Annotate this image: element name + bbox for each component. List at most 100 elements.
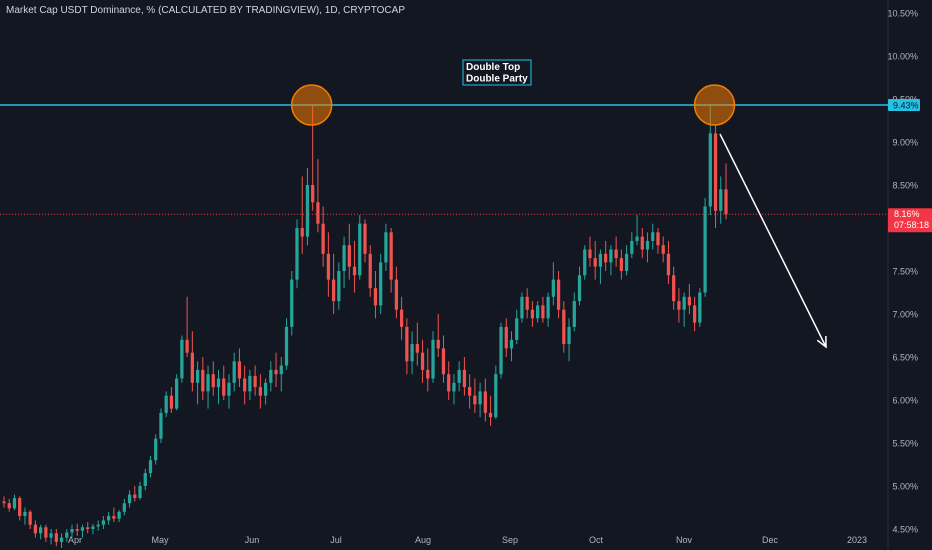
candle-body bbox=[708, 133, 712, 207]
candle-body bbox=[7, 503, 11, 509]
candle-body bbox=[143, 473, 147, 486]
price-axis: 10.50%10.00%9.50%9.00%8.50%8.00%7.50%7.0… bbox=[887, 0, 918, 550]
candle-body bbox=[703, 206, 707, 293]
candle-body bbox=[645, 240, 650, 250]
candle-body bbox=[44, 527, 48, 538]
candle-body bbox=[698, 292, 702, 323]
candle-body bbox=[436, 339, 440, 349]
candle-body bbox=[222, 378, 226, 396]
candle-body bbox=[682, 296, 686, 310]
candle-body bbox=[719, 189, 723, 211]
candle-body bbox=[384, 232, 388, 263]
candle-body bbox=[473, 395, 477, 405]
candle-body bbox=[263, 382, 268, 396]
candle-body bbox=[86, 527, 90, 529]
candle-body bbox=[724, 189, 728, 215]
candle-body bbox=[546, 296, 550, 319]
candle-body bbox=[672, 275, 676, 302]
candle-body bbox=[468, 387, 472, 396]
candle-body bbox=[39, 527, 43, 534]
candle-body bbox=[305, 185, 310, 237]
price-tick-label: 7.00% bbox=[892, 310, 918, 320]
candle-body bbox=[347, 245, 351, 267]
candle-body bbox=[692, 305, 697, 323]
price-tick-label: 4.50% bbox=[892, 525, 918, 535]
candle-body bbox=[677, 301, 681, 310]
candle-body bbox=[400, 309, 404, 327]
current-price-tag bbox=[888, 208, 932, 233]
projection-arrowhead bbox=[816, 335, 827, 349]
candle-body bbox=[651, 232, 655, 241]
candle-body bbox=[520, 296, 524, 319]
candle-body bbox=[101, 520, 106, 525]
candle-body bbox=[457, 369, 461, 383]
candle-body bbox=[12, 498, 17, 509]
candle-body bbox=[2, 501, 6, 504]
candle-body bbox=[295, 228, 299, 280]
candle-body bbox=[342, 245, 346, 271]
candle-body bbox=[609, 249, 613, 263]
candle-body bbox=[713, 133, 718, 211]
candle-body bbox=[488, 412, 493, 418]
candle-body bbox=[551, 279, 555, 297]
current-price-label: 8.16% bbox=[894, 209, 920, 219]
candle-body bbox=[195, 369, 200, 383]
candle-body bbox=[630, 240, 634, 254]
candle-body bbox=[300, 228, 304, 237]
price-tick-label: 10.00% bbox=[887, 52, 918, 62]
candle-body bbox=[687, 296, 691, 306]
candle-body bbox=[164, 395, 168, 413]
candle-body bbox=[117, 511, 121, 519]
candle-body bbox=[175, 378, 179, 409]
price-tick-label: 5.50% bbox=[892, 439, 918, 449]
candle-body bbox=[405, 326, 409, 362]
candle-body bbox=[216, 378, 221, 388]
candle-body bbox=[33, 524, 38, 534]
projection-arrow bbox=[719, 133, 827, 348]
candle-body bbox=[321, 223, 325, 254]
candle-body bbox=[91, 526, 95, 529]
candle-body bbox=[122, 503, 126, 512]
time-tick-label: Dec bbox=[762, 535, 779, 545]
candle-body bbox=[604, 253, 608, 263]
candle-body bbox=[326, 253, 330, 280]
candle-body bbox=[138, 486, 142, 499]
candle-body bbox=[70, 529, 74, 533]
candle-body bbox=[656, 232, 660, 246]
candle-body bbox=[598, 253, 603, 267]
time-tick-label: Sep bbox=[502, 535, 518, 545]
candle-body bbox=[530, 309, 535, 319]
candle-body bbox=[154, 438, 158, 461]
candle-body bbox=[499, 326, 503, 375]
candle-body bbox=[577, 275, 582, 302]
chart-title: Market Cap USDT Dominance, % (CALCULATED… bbox=[6, 5, 405, 16]
candle-body bbox=[206, 374, 210, 392]
candle-body bbox=[232, 361, 236, 383]
candle-body bbox=[536, 305, 540, 319]
candle-body bbox=[494, 374, 498, 418]
candle-body bbox=[504, 326, 508, 349]
candle-body bbox=[352, 266, 357, 276]
candle-body bbox=[619, 258, 623, 271]
time-tick-label: Nov bbox=[676, 535, 693, 545]
candle-body bbox=[624, 253, 629, 271]
candle-body bbox=[556, 279, 561, 310]
price-tick-label: 8.50% bbox=[892, 181, 918, 191]
price-tick-label: 10.50% bbox=[887, 9, 918, 19]
time-tick-label: 2023 bbox=[847, 535, 867, 545]
candle-body bbox=[243, 378, 247, 392]
candle-body bbox=[290, 279, 294, 327]
candle-body bbox=[274, 369, 278, 375]
candle-body bbox=[201, 369, 205, 392]
candle-body bbox=[28, 511, 32, 525]
candle-body bbox=[127, 494, 132, 504]
candle-body bbox=[358, 223, 362, 276]
candle-body bbox=[107, 516, 111, 521]
candle-body bbox=[54, 533, 58, 542]
top-highlight-circle bbox=[290, 84, 333, 126]
candle-body bbox=[572, 301, 576, 327]
candle-body bbox=[478, 391, 482, 405]
annotation-line-1: Double Top bbox=[466, 62, 520, 73]
candle-body bbox=[133, 494, 137, 499]
